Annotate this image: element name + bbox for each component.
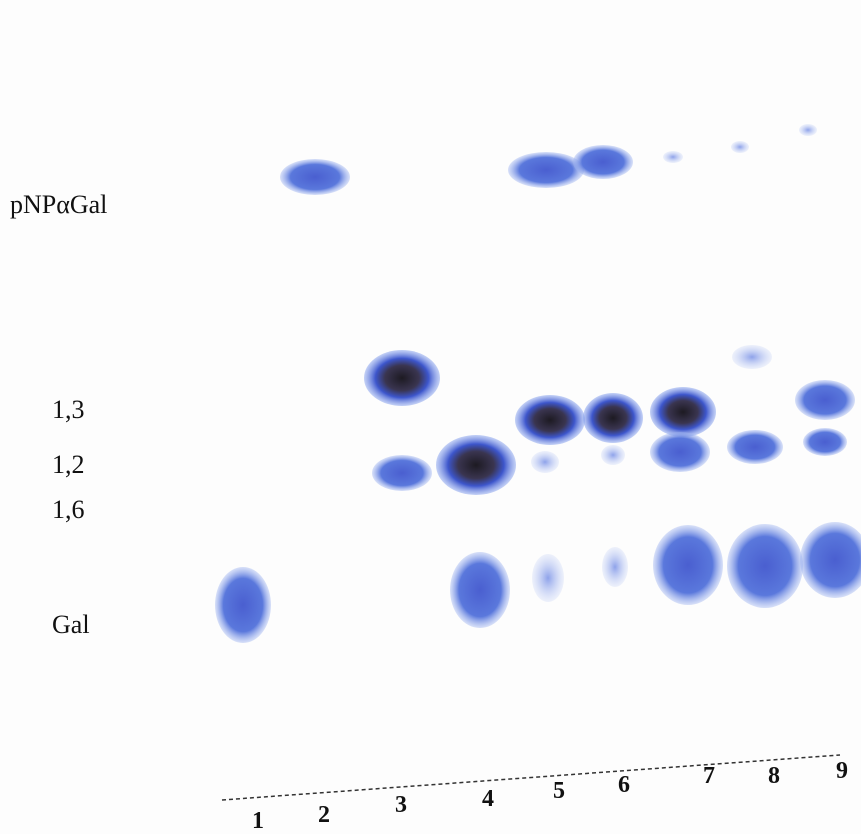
- spot: [663, 151, 683, 163]
- spot: [280, 159, 350, 195]
- spot: [727, 430, 783, 464]
- spot: [515, 395, 585, 445]
- spot: [602, 547, 628, 587]
- spot: [731, 141, 749, 153]
- spot: [732, 345, 772, 369]
- spot: [532, 554, 564, 602]
- spot: [215, 567, 271, 643]
- lane-number: 4: [482, 786, 494, 812]
- row-label: 1,2: [52, 450, 85, 479]
- spot: [803, 428, 847, 456]
- spot: [436, 435, 516, 495]
- spot: [450, 552, 510, 628]
- lane-number: 5: [553, 778, 565, 804]
- spot: [650, 387, 716, 437]
- lane-number: 3: [395, 792, 407, 818]
- spot: [795, 380, 855, 420]
- spot: [727, 524, 803, 608]
- spot: [508, 152, 584, 188]
- spot: [653, 525, 723, 605]
- spot: [364, 350, 440, 406]
- spot: [372, 455, 432, 491]
- spots: [215, 124, 861, 643]
- spot: [800, 522, 861, 598]
- row-label: Gal: [52, 610, 90, 639]
- spot: [583, 393, 643, 443]
- spot: [601, 445, 625, 465]
- row-label: pNPαGal: [10, 190, 107, 219]
- origin-line: [221, 754, 841, 801]
- spot: [573, 145, 633, 179]
- lane-number: 6: [618, 772, 630, 798]
- spot: [799, 124, 817, 136]
- lane-number: 1: [252, 808, 264, 834]
- row-label: 1,3: [52, 395, 85, 424]
- lane-number: 9: [836, 758, 848, 784]
- lane-number: 7: [703, 763, 715, 789]
- lane-number: 8: [768, 763, 780, 789]
- spot: [531, 451, 559, 473]
- spot: [650, 432, 710, 472]
- lane-number: 2: [318, 802, 330, 828]
- row-label: 1,6: [52, 495, 85, 524]
